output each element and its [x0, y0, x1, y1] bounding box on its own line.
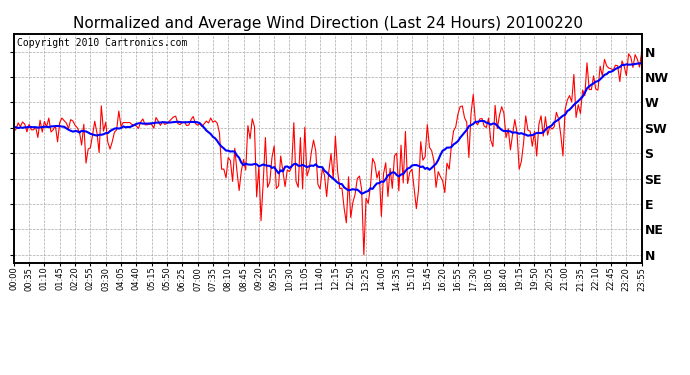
Title: Normalized and Average Wind Direction (Last 24 Hours) 20100220: Normalized and Average Wind Direction (L… [72, 16, 583, 31]
Text: Copyright 2010 Cartronics.com: Copyright 2010 Cartronics.com [17, 38, 187, 48]
